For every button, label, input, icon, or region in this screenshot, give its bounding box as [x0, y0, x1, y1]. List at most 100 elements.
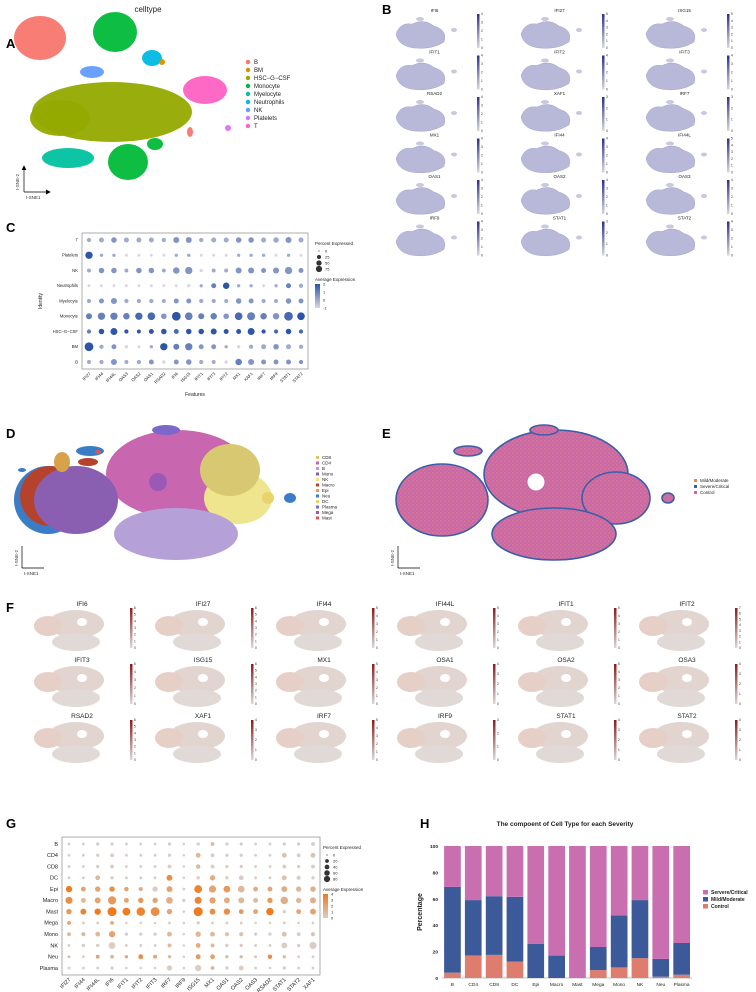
dot-nk-oas3 [124, 268, 129, 273]
dot-cd-isg15 [195, 864, 201, 869]
colorbar [251, 720, 254, 760]
dot-hscgcsf-mx1 [236, 329, 242, 334]
cluster-neutrophils [142, 50, 162, 66]
tsne-feature-cloud [155, 672, 183, 692]
feature-plot-ifit3: IFIT3 0 1 2 3 4 [645, 50, 733, 92]
dot-cd-rsad2 [268, 865, 272, 868]
colorbar-tick: 1 [739, 640, 741, 644]
legend-label: Mono [322, 472, 334, 477]
colorbar-tick: 0 [606, 212, 608, 216]
colorbar [477, 180, 480, 214]
colorbar-tick: 1 [481, 162, 483, 166]
colorbar-tick: 1 [606, 39, 608, 43]
dot-b-ifi44l [110, 358, 117, 366]
dot-neutrophils-xaf1 [249, 284, 253, 288]
dot-cd-ifit3 [153, 853, 157, 857]
tsne-feature-cluster [701, 111, 707, 115]
dot-macro-irf7 [166, 896, 173, 904]
feature-label: IFIT3 [206, 371, 217, 382]
feature-plot-osa3: OSA3 0 1 2 3 4 [639, 657, 741, 707]
tsne2-label: t-SNE-2 [14, 550, 19, 567]
colorbar-tick: 1 [497, 638, 499, 642]
legend-label: Epi [322, 488, 329, 493]
size-legend-dot [324, 870, 330, 876]
dot-mast-stat1 [282, 909, 286, 914]
panel-g-dotplot: B CD4 CD8 DC Epi Macro Mast Mega Mono NK Neu Plasma… [40, 836, 364, 992]
size-legend-label: 25 [325, 255, 330, 260]
panel-label-b: B [382, 2, 391, 17]
dot-myelocyte-irf7 [261, 298, 266, 304]
dot-monocyte-stat2 [297, 312, 305, 321]
tsne-feature-cloud [294, 689, 342, 707]
feature-title: IFIT1 [558, 601, 574, 608]
dot-mono-ifit2 [139, 932, 143, 936]
color-legend-tick: -1 [323, 306, 327, 311]
dot-cd-ifit2 [139, 865, 143, 868]
legend-label: DC [322, 499, 329, 504]
identity-label: Neutrophils [57, 283, 78, 288]
dot-hscgcsf-oas1 [148, 329, 154, 334]
colorbar-tick: 2 [481, 29, 483, 33]
colorbar-tick: 4 [731, 54, 733, 58]
tsne-feature-cloud [645, 145, 696, 174]
bar-neu-control [652, 976, 670, 978]
dot-cd-irf7 [167, 864, 172, 869]
tsne2-label: t-SNE-2 [390, 550, 395, 567]
legend-label: Platelets [254, 116, 277, 122]
y-axis-label: Identity [38, 292, 44, 309]
dot-b-isg15 [185, 359, 192, 365]
dot-mast-ifi44l [94, 908, 101, 915]
tsne-feature-cloud [34, 616, 62, 636]
dot-nk-ifi44l [111, 267, 117, 274]
dot-mega-stat1 [282, 921, 286, 925]
panel-label-f: F [6, 600, 14, 615]
dot-b-ifi44 [99, 359, 104, 365]
colorbar [614, 664, 617, 704]
colorbar-tick: 6 [134, 606, 136, 610]
feature-title: OAS3 [678, 174, 691, 179]
dot-mega-ifi44 [81, 921, 85, 925]
dot-monocyte-irf7 [260, 312, 267, 320]
tsne-feature-hole [319, 730, 329, 738]
dot-neutrophils-isg15 [187, 284, 191, 288]
dot-mast-ifi44 [80, 908, 87, 915]
feature-title: XAF1 [195, 713, 212, 720]
dot-nk-irf7 [167, 943, 172, 948]
dot-neutrophils-oas1 [149, 284, 153, 288]
feature-plot-ifit2: IFIT2 0 1 2 3 4 [520, 50, 608, 92]
size-legend-dot [316, 254, 322, 260]
tsne-feature-cluster [416, 100, 424, 104]
dot-neu-ifi44 [81, 955, 85, 959]
y-tick-label: 100 [430, 844, 438, 850]
tsne-feature-cluster [541, 183, 549, 187]
colorbar-tick: 1 [481, 38, 483, 42]
feature-plot-rsad2: RSAD2 0 1 2 3 4 [395, 91, 483, 133]
colorbar-tick: 4 [481, 54, 483, 58]
colorbar-tick: 2 [481, 112, 483, 116]
size-legend-label: 0 [333, 853, 336, 858]
colorbar [614, 608, 617, 648]
colorbar-tick: 1 [134, 639, 136, 643]
colorbar-tick: 2 [731, 71, 733, 75]
dot-nk-ifi6 [108, 942, 116, 949]
tsne-feature-cluster [451, 235, 457, 240]
identity-label: CD8 [47, 864, 58, 870]
feature-plot-stat1: STAT1 0 1 2 3 [520, 216, 608, 258]
feature-label: MX1 [232, 371, 242, 381]
dot-mast-ifit2 [136, 907, 146, 916]
dot-neu-irf7 [167, 955, 172, 959]
colorbar-tick: 0 [618, 646, 620, 650]
dot-dc-oas1 [225, 876, 229, 880]
dot-b-stat1 [282, 842, 286, 846]
tsne-feature-cloud [52, 689, 100, 707]
dot-mono-rsad2 [268, 932, 272, 936]
tsne-feature-cloud [645, 62, 696, 91]
celltype-legend: B BM HSC−G−CSF Monocyte Myelocyte Neutrophils… [245, 59, 291, 130]
feature-title: IRF7 [680, 91, 690, 96]
color-legend-tick: 1 [323, 290, 326, 295]
dot-cd-ifi44l [96, 853, 100, 857]
dot-nk-isg15 [185, 266, 193, 275]
colorbar-tick: 2 [497, 682, 499, 686]
dot-epi-mx1 [208, 885, 217, 893]
identity-label: B [75, 359, 78, 364]
